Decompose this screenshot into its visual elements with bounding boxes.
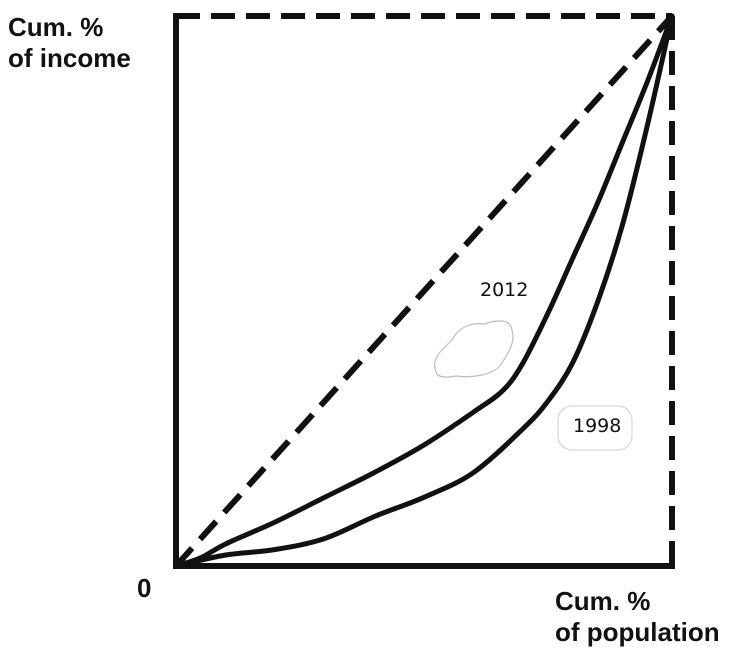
y-axis-label-line-2: of income [8,43,131,73]
sketch-blob-decoration [434,320,514,378]
series-label-bg-1998 [557,405,633,451]
series-line-2012 [173,13,675,569]
series-label-2012: 2012 [480,279,528,301]
series-label-layer: 2012 1998 [434,279,633,451]
series-label-1998: 1998 [573,415,621,437]
y-axis-label-line-1: Cum. % [8,12,104,42]
series-layer [173,13,675,569]
plot-frame [173,13,675,569]
x-axis-label-line-1: Cum. % [555,586,651,616]
origin-label: 0 [137,573,152,603]
x-axis-label-line-2: of population [555,617,720,647]
x-axis-label: Cum. % of population [555,586,720,648]
y-axis-label: Cum. % of income [8,12,131,74]
equality-line [173,13,675,569]
series-line-1998 [173,13,675,569]
